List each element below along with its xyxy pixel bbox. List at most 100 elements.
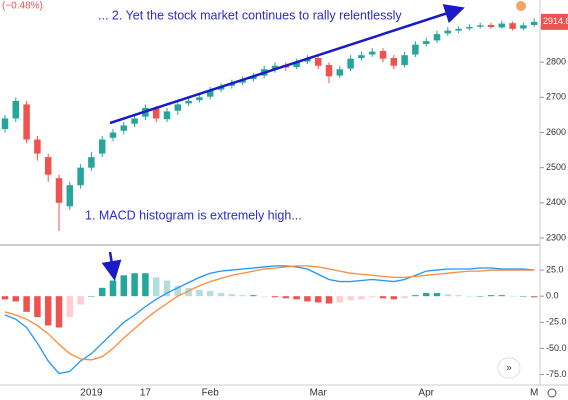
candle-body <box>509 23 516 29</box>
annotation: ... 2. Yet the stock market continues to… <box>98 8 402 22</box>
histogram-bar <box>120 275 128 297</box>
candle-body <box>358 55 365 58</box>
candle-body <box>487 24 495 28</box>
histogram-bar <box>77 296 84 305</box>
histogram-bar <box>66 296 74 318</box>
macd-line <box>4 265 535 375</box>
y-tick-label: 2600 <box>546 127 566 137</box>
histogram-bar <box>530 296 538 298</box>
candle-body <box>77 167 84 186</box>
histogram-bar <box>487 295 495 297</box>
histogram-bar <box>422 293 430 297</box>
histogram-bar <box>293 296 300 300</box>
candle-body <box>163 111 171 120</box>
histogram-bar <box>34 296 41 318</box>
y-tick-label: 2800 <box>546 57 566 67</box>
histogram-bar <box>260 296 268 297</box>
histogram-bar <box>401 296 408 299</box>
settings-icon[interactable] <box>547 388 557 398</box>
candle-body <box>368 51 376 55</box>
histogram-bar <box>88 296 95 297</box>
y-tick-label: -50.0 <box>546 343 567 353</box>
histogram-bar <box>206 290 214 297</box>
histogram-bar <box>358 296 365 300</box>
candle-body <box>196 97 203 101</box>
histogram-bar <box>498 295 506 297</box>
candle-body <box>444 30 452 34</box>
candle-body <box>120 125 128 131</box>
candle-body <box>1 118 9 130</box>
candle-body <box>152 108 160 119</box>
histogram-bar <box>444 294 452 297</box>
histogram-bar <box>412 295 419 297</box>
histogram-bar <box>185 287 192 297</box>
change-label: (−0.48%) <box>2 1 43 12</box>
annotation: 1. MACD histogram is extremely high... <box>85 208 302 222</box>
candle-body <box>433 34 441 41</box>
histogram-bar <box>368 296 376 298</box>
candle-body <box>412 44 419 55</box>
x-tick-label: Apr <box>418 388 434 399</box>
candle-body <box>498 23 506 28</box>
last-price-label: 2914.8 <box>543 16 568 26</box>
event-marker <box>516 1 526 11</box>
candle-body <box>12 100 20 119</box>
candle-body <box>23 104 30 140</box>
candle-body <box>293 62 300 68</box>
scroll-button[interactable] <box>497 357 521 379</box>
histogram-bar <box>390 296 398 300</box>
last-price-tag <box>541 13 568 30</box>
histogram-bar <box>250 295 257 297</box>
candle-body <box>336 69 344 76</box>
candle-body <box>455 28 462 31</box>
y-tick-label: -75.0 <box>546 369 567 379</box>
histogram-bar <box>228 294 236 297</box>
histogram-bar <box>325 296 333 304</box>
histogram-bar <box>304 296 311 302</box>
candle-body <box>304 58 311 62</box>
histogram-bar <box>55 296 63 328</box>
histogram-bar <box>282 296 290 299</box>
x-tick-label: 2019 <box>80 388 103 399</box>
x-tick-label: Feb <box>202 388 220 399</box>
candle-body <box>217 86 225 90</box>
histogram-bar <box>142 273 149 297</box>
candle-body <box>476 25 484 27</box>
candle-body <box>88 157 95 168</box>
candle-body <box>520 25 527 29</box>
histogram-bar <box>476 296 484 297</box>
histogram-bar <box>271 296 279 298</box>
y-tick-label: 2500 <box>546 162 566 172</box>
histogram-bar <box>12 296 20 302</box>
scroll-icon[interactable]: » <box>506 363 512 374</box>
candle-body <box>271 65 279 70</box>
candle-body <box>55 178 63 203</box>
candle-body <box>325 65 333 77</box>
candle-body <box>174 104 182 111</box>
candle-body <box>250 76 257 80</box>
macd-line <box>4 265 535 361</box>
y-tick-label: 2700 <box>546 92 566 102</box>
candle-body <box>185 100 192 104</box>
histogram-bar <box>347 296 354 301</box>
macd-arrow <box>101 251 122 281</box>
x-tick-label: 17 <box>140 388 152 399</box>
y-tick-label: 0.0 <box>546 291 559 301</box>
candle-body <box>347 58 354 69</box>
histogram-bar <box>379 296 387 299</box>
y-tick-label: -25.0 <box>546 317 567 327</box>
candle-body <box>401 55 408 66</box>
trend-arrow <box>109 4 465 125</box>
x-tick-label: Mar <box>310 388 328 399</box>
candle-body <box>131 118 138 124</box>
histogram-bar <box>433 293 441 297</box>
candle-body <box>44 157 52 175</box>
candle-body <box>466 27 473 29</box>
histogram-bar <box>466 296 473 297</box>
candle-body <box>98 139 106 154</box>
y-tick-label: 2300 <box>546 232 566 242</box>
candle-body <box>239 79 246 83</box>
candle-body <box>109 132 117 138</box>
histogram-bar <box>314 296 322 303</box>
